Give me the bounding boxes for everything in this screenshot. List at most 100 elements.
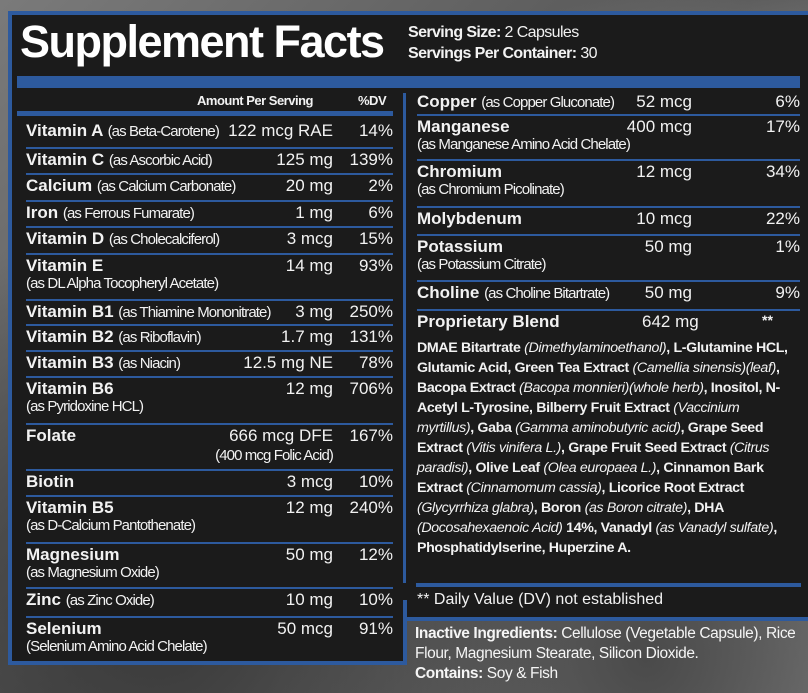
nutrient-dv: 6%: [775, 92, 800, 111]
nutrient-dv: 167%: [349, 426, 393, 445]
nutrient-source: (as Calcium Carbonate): [96, 178, 236, 195]
nutrient-name: Choline (as Choline Bitartrate): [417, 283, 610, 303]
page-title: Supplement Facts: [20, 16, 385, 67]
nutrient-name-text: Iron: [26, 203, 59, 222]
ingredient-name: , Olive Leaf: [468, 460, 544, 476]
nutrient-name-text: Magnesium: [26, 545, 120, 564]
ingredient-source: (Vaccinium myrtillus): [417, 400, 740, 436]
nutrient-amount: 50 mcg: [277, 619, 333, 638]
nutrient-dv: 2%: [368, 176, 393, 195]
nutrient-dv: 250%: [349, 302, 393, 321]
nutrient-row: (as Manganese Amino Acid Chelate) Mangane…: [417, 116, 800, 161]
nutrient-name-text: Choline: [417, 283, 480, 302]
blend-divider: [416, 583, 801, 587]
nutrient-dv: 78%: [358, 353, 393, 372]
nutrient-name-text: Chromium: [417, 162, 502, 181]
nutrient-name-text: Biotin: [26, 472, 75, 491]
ingredient-name: , Grape Seed Extract: [417, 420, 764, 456]
serving-size-label: Serving Size:: [408, 24, 501, 41]
nutrient-row: Vitamin C (as Ascorbic Acid) 125 mg 139%: [26, 149, 393, 175]
footnote: ** Daily Value (DV) not established: [417, 591, 664, 608]
ingredient-name: , Licorice Root Extract: [601, 480, 745, 496]
nutrient-name: Folate: [26, 426, 76, 446]
nutrient-dv: 139%: [349, 150, 393, 169]
nutrient-name-text: Vitamin E: [26, 256, 104, 275]
ingredient-name: , Gaba: [470, 420, 516, 436]
nutrient-row: Biotin 3 mcg 10%: [26, 471, 393, 497]
nutrient-name-text: Vitamin B5: [26, 498, 114, 517]
ingredient-source: (Cinnamomum cassia): [466, 480, 602, 496]
nutrient-dv: 93%: [358, 256, 393, 275]
nutrient-amount: 666 mcg DFE: [229, 426, 333, 445]
nutrient-source: (as Choline Bitartrate): [484, 285, 610, 302]
blend-dv: **: [762, 312, 773, 328]
nutrient-amount: 14 mg: [285, 256, 333, 275]
nutrient-amount: 125 mg: [276, 150, 333, 169]
nutrient-source: (as Pyridoxine HCL): [26, 398, 144, 415]
nutrient-source: (as Riboflavin): [118, 329, 201, 346]
nutrient-source: (as Manganese Amino Acid Chelate): [417, 136, 631, 153]
nutrient-row: Vitamin B3 (as Niacin) 12.5 mg NE 78%: [26, 352, 393, 378]
inactive-text: Cellulose (Vegetable Capsule), Rice Flou…: [415, 625, 796, 662]
nutrient-name-text: Vitamin D: [26, 229, 105, 248]
nutrient-name: Vitamin B3 (as Niacin): [26, 353, 181, 373]
nutrient-dv: 14%: [358, 121, 393, 140]
ingredient-name: DMAE Bitartrate: [417, 340, 525, 356]
nutrient-dv: 91%: [358, 619, 393, 638]
nutrient-amount: 3 mg: [295, 302, 333, 321]
nutrient-source: (as Magnesium Oxide): [26, 564, 160, 581]
nutrient-source: (as Potassium Citrate): [417, 256, 546, 273]
proprietary-blend: Proprietary Blend 642 mg ** DMAE Bitartr…: [417, 312, 807, 556]
ingredient-name: , Grape Fruit Seed Extract: [561, 440, 730, 456]
ingredient-name: , Inositol, N-Acetyl L-Tyrosine, Bilberr…: [417, 380, 780, 416]
nutrient-name: Manganese: [417, 117, 510, 137]
nutrient-name-text: Copper: [417, 92, 477, 111]
nutrient-dv: 10%: [358, 472, 393, 491]
nutrient-dv: 240%: [349, 498, 393, 517]
nutrient-source: (as Zinc Oxide): [65, 592, 155, 609]
inactive-ingredients: Inactive Ingredients: Cellulose (Vegetab…: [415, 624, 805, 684]
nutrient-amount: 400 mcg: [626, 117, 692, 136]
nutrient-row: (as D-Calcium Pantothenate) Vitamin B5 12 …: [26, 497, 393, 544]
nutrient-amount: 50 mg: [285, 545, 333, 564]
nutrient-row: Vitamin B1 (as Thiamine Mononitrate) 3 mg…: [26, 301, 393, 326]
nutrient-name: Vitamin D (as Cholecalciferol): [26, 229, 220, 249]
ingredient-source: (Docosahexaenoic Acid): [417, 520, 563, 536]
nutrient-dv: 1%: [775, 237, 800, 256]
nutrient-amount-note: (400 mcg Folic Acid): [215, 447, 334, 464]
nutrient-name-text: Potassium: [417, 237, 503, 256]
nutrient-name: Selenium: [26, 619, 102, 639]
nutrient-row: Molybdenum 10 mcg 22%: [417, 208, 800, 236]
nutrient-amount: 12 mcg: [636, 162, 692, 181]
nutrient-amount: 50 mg: [644, 237, 692, 256]
nutrient-row: Vitamin A (as Beta-Carotene) 122 mcg RAE 1…: [26, 120, 393, 149]
nutrient-amount: 52 mcg: [636, 92, 692, 111]
nutrient-row: Zinc (as Zinc Oxide) 10 mg 10%: [26, 589, 393, 618]
nutrient-source: (as Cholecalciferol): [108, 231, 220, 248]
nutrient-row: (as Pyridoxine HCL) Vitamin B6 12 mg 706%: [26, 378, 393, 425]
nutrient-source: (as DL Alpha Tocopheryl Acetate): [26, 275, 219, 292]
nutrient-source: (as Ferrous Fumarate): [62, 205, 195, 222]
nutrient-name: Vitamin B1 (as Thiamine Mononitrate): [26, 302, 272, 322]
ingredient-name: 14%, Vanadyl: [562, 520, 656, 536]
nutrient-dv: 6%: [368, 203, 393, 222]
nutrient-name-text: Selenium: [26, 619, 102, 638]
ingredient-name: , Bacopa Extract: [417, 360, 780, 396]
nutrient-amount: 122 mcg RAE: [228, 121, 333, 140]
ingredient-name: , Boron: [533, 500, 585, 516]
nutrient-source: (as Ascorbic Acid): [108, 152, 213, 169]
supplement-facts-panel-extension: [8, 600, 407, 665]
ingredient-source: (Olea europaea L.): [543, 460, 657, 476]
nutrient-source: (as Copper Gluconate): [481, 94, 615, 111]
nutrient-name: Chromium: [417, 162, 502, 182]
servings-label: Servings Per Container:: [408, 45, 577, 62]
nutrient-amount: 10 mcg: [636, 209, 692, 228]
nutrient-name: Potassium: [417, 237, 503, 257]
servings-value: 30: [580, 45, 597, 62]
nutrient-row: Choline (as Choline Bitartrate) 50 mg 9%: [417, 282, 800, 311]
nutrient-name: Magnesium: [26, 545, 120, 565]
nutrient-name: Vitamin C (as Ascorbic Acid): [26, 150, 213, 170]
ingredient-name: , Phosphatidylserine, Huperzine A.: [417, 520, 777, 556]
blend-amount: 642 mg: [642, 312, 699, 331]
column-header-dv: %DV: [358, 93, 387, 108]
